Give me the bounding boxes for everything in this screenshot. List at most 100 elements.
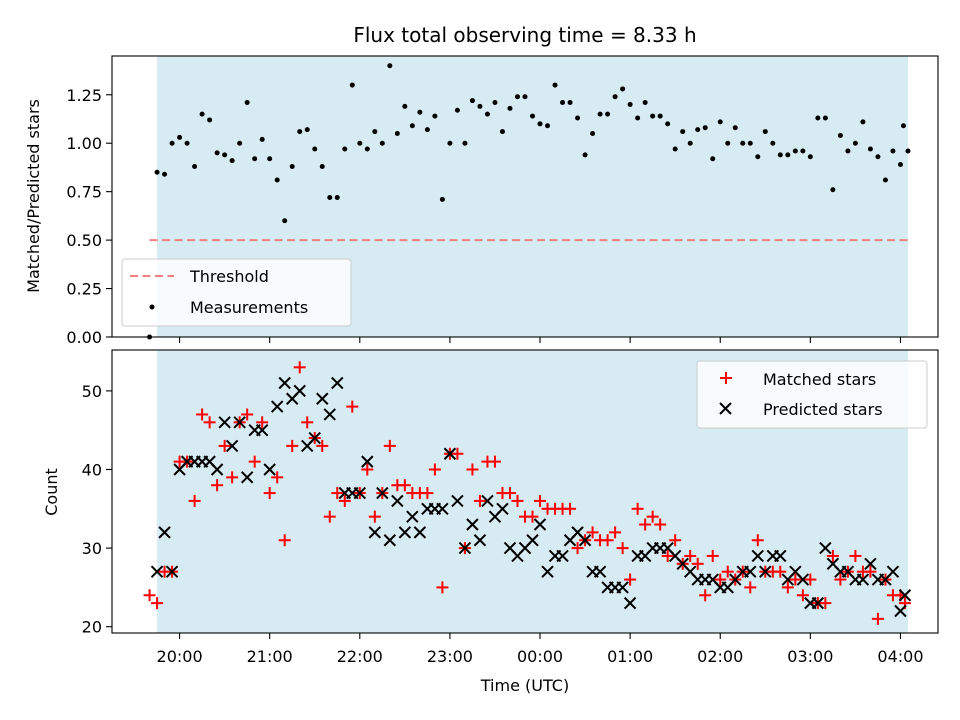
- measurement-point: [815, 115, 821, 121]
- predicted-star-point: [398, 526, 412, 539]
- predicted-star-stroke: [323, 408, 336, 421]
- measurement-point: [409, 123, 415, 129]
- predicted-star-stroke: [811, 596, 825, 610]
- predicted-star-stroke: [668, 549, 682, 563]
- matched-star-point: [383, 439, 396, 452]
- measurement-point: [897, 162, 903, 168]
- measurement-point: [447, 140, 453, 146]
- matched-star-point: [624, 573, 637, 586]
- predicted-star-stroke: [240, 471, 254, 484]
- predicted-star-stroke: [541, 565, 554, 578]
- measurement-point: [274, 177, 280, 183]
- predicted-star-stroke: [150, 565, 164, 578]
- predicted-star-point: [225, 439, 239, 453]
- matched-star-point: [256, 416, 269, 429]
- predicted-star-point: [751, 549, 764, 563]
- matched-star-point: [586, 526, 599, 539]
- predicted-star-stroke: [676, 557, 689, 571]
- measurement-point: [289, 163, 295, 169]
- matched-star-point: [819, 597, 832, 610]
- predicted-star-point: [436, 502, 449, 516]
- predicted-star-stroke: [864, 557, 877, 571]
- bottom-y-tick-label: 20: [82, 618, 102, 637]
- predicted-star-point: [458, 541, 472, 555]
- matched-star-point: [789, 573, 802, 586]
- predicted-star-point: [451, 494, 464, 508]
- bottom-x-tick-label: 22:00: [337, 647, 383, 666]
- predicted-star-stroke: [826, 557, 840, 571]
- measurement-point: [222, 152, 228, 158]
- predicted-star-point: [270, 400, 284, 413]
- matched-star-point: [346, 400, 359, 413]
- measurement-point: [379, 140, 385, 146]
- predicted-star-point: [376, 486, 389, 500]
- measurement-point: [687, 140, 693, 146]
- predicted-star-point: [759, 565, 772, 578]
- predicted-star-point: [744, 565, 757, 578]
- matched-star-point: [436, 581, 449, 594]
- predicted-star-point: [278, 376, 291, 390]
- predicted-star-stroke: [316, 392, 329, 405]
- bottom-points: [143, 361, 912, 625]
- predicted-star-stroke: [578, 534, 592, 547]
- matched-star-point: [331, 487, 344, 500]
- predicted-star-stroke: [898, 589, 912, 602]
- predicted-star-stroke: [383, 534, 397, 547]
- legend-matched-swatch: [720, 372, 732, 384]
- matched-star-point: [218, 439, 231, 452]
- predicted-star-stroke: [263, 463, 276, 476]
- measurement-point: [492, 100, 498, 106]
- measurement-point: [740, 140, 746, 146]
- matched-star-point: [473, 494, 486, 507]
- chart-title: Flux total observing time = 8.33 h: [353, 23, 696, 47]
- predicted-star-point: [856, 573, 870, 586]
- measurement-point: [394, 131, 400, 137]
- measurement-point: [900, 123, 906, 129]
- measurement-point: [192, 163, 198, 169]
- measurement-point: [545, 123, 551, 129]
- predicted-star-point: [473, 534, 487, 547]
- predicted-star-point: [293, 384, 306, 398]
- predicted-star-stroke: [293, 384, 306, 398]
- predicted-star-point: [616, 581, 629, 594]
- top-y-tick-label: 1.25: [66, 86, 102, 105]
- measurement-point: [477, 103, 483, 109]
- predicted-star-stroke: [361, 455, 374, 468]
- matched-star-point: [338, 494, 351, 507]
- predicted-star-point: [593, 565, 607, 578]
- predicted-star-point: [556, 549, 569, 563]
- measurement-point: [424, 127, 430, 133]
- measurement-point: [875, 154, 881, 160]
- measurement-point: [462, 140, 468, 146]
- measurement-point: [319, 163, 325, 169]
- predicted-star-point: [481, 494, 494, 508]
- matched-star-point: [278, 534, 291, 547]
- matched-star-point: [781, 581, 794, 594]
- bottom-y-tick-label: 50: [82, 382, 102, 401]
- matched-star-point: [646, 510, 659, 523]
- predicted-star-stroke: [331, 376, 344, 390]
- bottom-y-tick-label: 40: [82, 460, 102, 479]
- legend-predicted-swatch: [719, 402, 732, 415]
- measurement-point: [154, 169, 160, 175]
- predicted-star-stroke: [894, 604, 907, 618]
- predicted-star-point: [811, 596, 825, 610]
- measurement-point: [845, 148, 851, 154]
- predicted-star-point: [819, 541, 832, 555]
- measurement-point: [837, 132, 843, 138]
- matched-star-point: [323, 510, 336, 523]
- matched-star-point: [271, 471, 284, 484]
- predicted-star-stroke: [706, 573, 719, 586]
- measurement-point: [214, 150, 220, 156]
- measurement-point: [387, 63, 393, 69]
- matched-star-point: [706, 549, 719, 562]
- matched-star-point: [398, 479, 411, 492]
- top-y-tick-label: 0.25: [66, 280, 102, 299]
- predicted-star-point: [218, 416, 231, 429]
- top-points: [147, 63, 911, 340]
- matched-star-point: [864, 565, 877, 578]
- predicted-star-point: [308, 431, 321, 445]
- bottom-legend-box: [696, 360, 928, 429]
- measurement-point: [792, 148, 798, 154]
